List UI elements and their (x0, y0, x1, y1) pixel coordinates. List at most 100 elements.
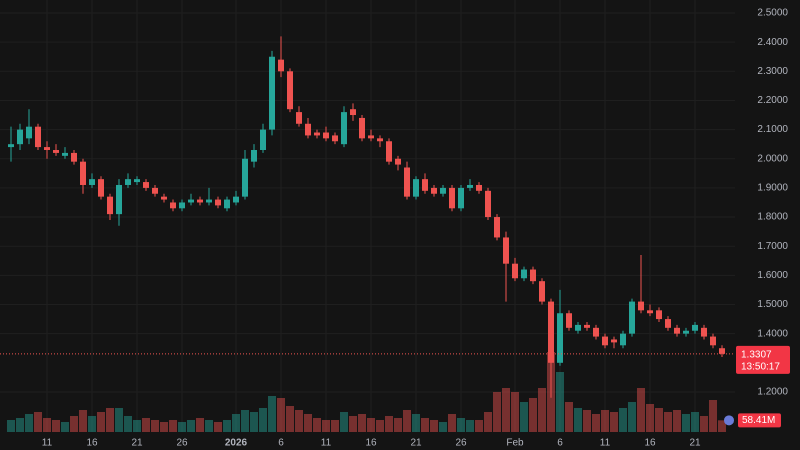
volume-bar (556, 372, 564, 432)
volume-bar (151, 420, 159, 432)
volume-bar (124, 416, 132, 432)
volume-bar (331, 420, 339, 432)
volume-bar (394, 418, 402, 432)
volume-bar (421, 418, 429, 432)
volume-bar (187, 420, 195, 432)
candle-body (683, 330, 689, 334)
x-tick-label: 21 (131, 438, 143, 449)
volume-bar (520, 402, 528, 432)
y-tick-label: 1.6000 (757, 270, 788, 281)
volume-bar (673, 410, 681, 432)
volume-bar (439, 422, 447, 432)
x-tick-label: 6 (278, 438, 284, 449)
volume-bar (385, 416, 393, 432)
volume-bar (493, 392, 501, 432)
volume-bar (88, 416, 96, 432)
candle-body (332, 135, 338, 142)
candle-body (179, 202, 185, 209)
candle-body (620, 333, 626, 346)
candle-body (404, 167, 410, 197)
volume-bar (70, 416, 78, 432)
volume-bar (160, 422, 168, 432)
candle-body (170, 202, 176, 209)
volume-bar (7, 420, 15, 432)
candle-body (494, 217, 500, 238)
candle-body (278, 59, 284, 72)
volume-bar (115, 408, 123, 432)
volume-bar (223, 420, 231, 432)
candle-body (701, 327, 707, 337)
y-tick-label: 2.5000 (757, 8, 788, 19)
volume-bar (34, 412, 42, 432)
candle-body (206, 199, 212, 203)
candle-body (368, 135, 374, 139)
volume-bar (133, 420, 141, 432)
candle-body (62, 152, 68, 156)
volume-bar (511, 392, 519, 432)
volume-bar (142, 418, 150, 432)
volume-bar (259, 408, 267, 432)
y-tick-label: 2.4000 (757, 37, 788, 48)
x-tick-label: 2026 (225, 438, 248, 449)
candle-body (485, 190, 491, 218)
x-tick-label: 26 (455, 438, 467, 449)
candle-body (8, 144, 14, 148)
volume-bar (592, 414, 600, 432)
volume-bar (277, 398, 285, 432)
candle-body (26, 126, 32, 139)
candle-body (422, 179, 428, 191)
candle-body (233, 196, 239, 203)
candle-body (395, 158, 401, 165)
volume-bar (52, 420, 60, 432)
candle-body (386, 141, 392, 162)
candle-body (665, 319, 671, 328)
volume-bar (43, 418, 51, 432)
candle-body (251, 150, 257, 162)
y-tick-label: 1.8000 (757, 212, 788, 223)
candle-body (305, 123, 311, 136)
candle-body (611, 339, 617, 343)
volume-bar (367, 418, 375, 432)
volume-bar (430, 420, 438, 432)
volume-bar (700, 416, 708, 432)
y-tick-label: 2.0000 (757, 153, 788, 164)
candle-body (566, 313, 572, 328)
candle-body (512, 263, 518, 279)
volume-bar (376, 420, 384, 432)
volume-bar (61, 422, 69, 432)
candle-body (710, 336, 716, 346)
volume-bar (304, 414, 312, 432)
y-tick-label: 1.2000 (757, 387, 788, 398)
candle-body (116, 184, 122, 215)
y-tick-label: 2.3000 (757, 66, 788, 77)
volume-label: 58.41M (742, 415, 775, 426)
candle-body (215, 199, 221, 206)
candle-body (125, 179, 131, 185)
candle-body (98, 179, 104, 197)
candle-body (629, 301, 635, 334)
x-tick-label: 21 (689, 438, 701, 449)
candle-body (674, 327, 680, 334)
candle-body (521, 269, 527, 279)
volume-bar (529, 398, 537, 432)
price-label-box (736, 345, 790, 374)
candle-body (197, 199, 203, 203)
volume-bar (709, 400, 717, 432)
candle-body (413, 179, 419, 197)
candle-body (314, 132, 320, 136)
x-tick-label: 16 (365, 438, 377, 449)
candle-body (323, 132, 329, 139)
candle-body (224, 199, 230, 209)
x-tick-label: 26 (176, 438, 188, 449)
x-tick-label: 6 (557, 438, 563, 449)
candle-body (107, 196, 113, 215)
volume-bar (628, 402, 636, 432)
candle-body (476, 184, 482, 191)
volume-bar (448, 414, 456, 432)
volume-bar (106, 408, 114, 432)
volume-bar (718, 420, 726, 432)
volume-bar (565, 402, 573, 432)
candle-body (548, 301, 554, 363)
candle-body (584, 324, 590, 328)
